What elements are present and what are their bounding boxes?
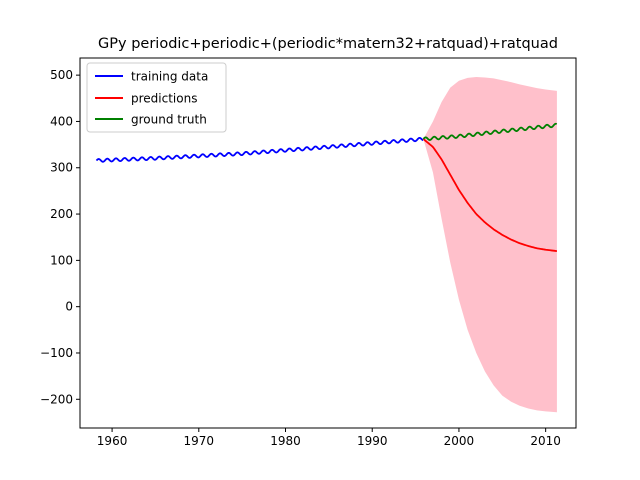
legend-label-predictions: predictions	[131, 92, 197, 106]
series-line-ground-truth	[422, 122, 558, 141]
x-tick-label: 1990	[357, 434, 388, 448]
y-tick-label: −100	[40, 346, 73, 360]
y-tick-label: 500	[50, 68, 73, 82]
legend-label-training-data: training data	[131, 70, 208, 84]
y-tick-label: −200	[40, 392, 73, 406]
confidence-band	[423, 76, 557, 413]
plot-frame	[79, 57, 577, 429]
y-tick-label: 0	[65, 300, 73, 314]
x-tick-label: 1960	[97, 434, 128, 448]
x-tick-label: 1970	[184, 434, 215, 448]
y-tick-label: 400	[50, 114, 73, 128]
legend-label-ground-truth: ground truth	[131, 113, 207, 127]
y-tick-label: 100	[50, 253, 73, 267]
y-tick-label: 200	[50, 207, 73, 221]
series-layer	[95, 122, 558, 252]
confidence-band-layer	[423, 76, 557, 413]
x-axis: 1960 1970 1980 1990 2000 2010	[97, 428, 561, 448]
chart-title: GPy periodic+periodic+(periodic*matern32…	[98, 36, 558, 52]
legend-box	[86, 62, 227, 133]
series-line-predictions	[422, 138, 558, 252]
y-axis: −200 −100 0 100 200 300 400 500	[40, 68, 80, 406]
legend: training data predictions ground truth	[86, 62, 227, 133]
x-tick-label: 1980	[270, 434, 301, 448]
x-tick-label: 2010	[530, 434, 561, 448]
series-line-training-data	[95, 136, 424, 163]
y-tick-label: 300	[50, 161, 73, 175]
x-tick-label: 2000	[444, 434, 475, 448]
